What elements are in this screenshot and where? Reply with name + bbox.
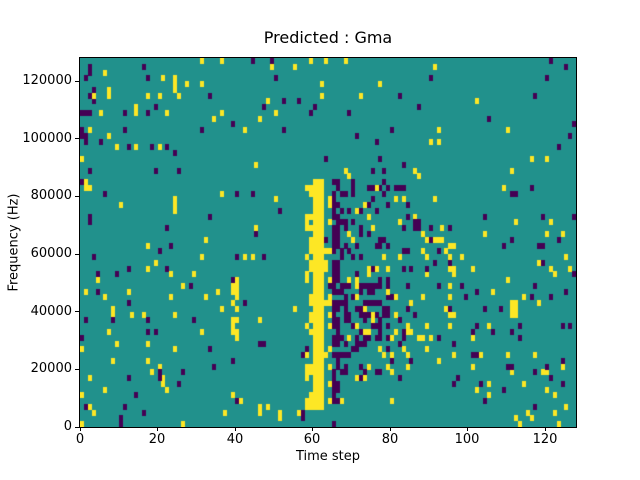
x-tick-label: 80: [381, 432, 399, 447]
y-tick-mark: [75, 369, 79, 370]
x-tick-mark: [312, 427, 313, 431]
y-axis-label: Frequency (Hz): [6, 193, 22, 292]
y-tick-mark: [75, 427, 79, 428]
y-tick-mark: [75, 138, 79, 139]
x-tick-label: 40: [226, 432, 244, 447]
x-tick-label: 100: [454, 432, 480, 447]
y-tick-label: 80000: [30, 188, 72, 203]
y-tick-mark: [75, 81, 79, 82]
x-tick-label: 120: [532, 432, 558, 447]
x-tick-mark: [235, 427, 236, 431]
x-axis-label: Time step: [295, 449, 361, 464]
y-tick-label: 120000: [22, 73, 72, 88]
x-tick-mark: [157, 427, 158, 431]
x-tick-label: 20: [148, 432, 166, 447]
x-tick-mark: [545, 427, 546, 431]
x-tick-mark: [80, 427, 81, 431]
heatmap-canvas: [80, 58, 576, 427]
plot-area: [79, 57, 577, 428]
y-tick-label: 60000: [30, 246, 72, 261]
x-tick-mark: [467, 427, 468, 431]
y-tick-label: 20000: [30, 361, 72, 376]
y-tick-label: 40000: [30, 304, 72, 319]
x-tick-label: 0: [75, 432, 85, 447]
y-tick-mark: [75, 311, 79, 312]
x-tick-mark: [390, 427, 391, 431]
chart-title: Predicted : Gma: [263, 28, 393, 47]
y-tick-mark: [75, 196, 79, 197]
y-tick-label: 100000: [22, 131, 72, 146]
y-tick-mark: [75, 254, 79, 255]
y-tick-label: 0: [63, 419, 72, 434]
x-tick-label: 60: [303, 432, 321, 447]
